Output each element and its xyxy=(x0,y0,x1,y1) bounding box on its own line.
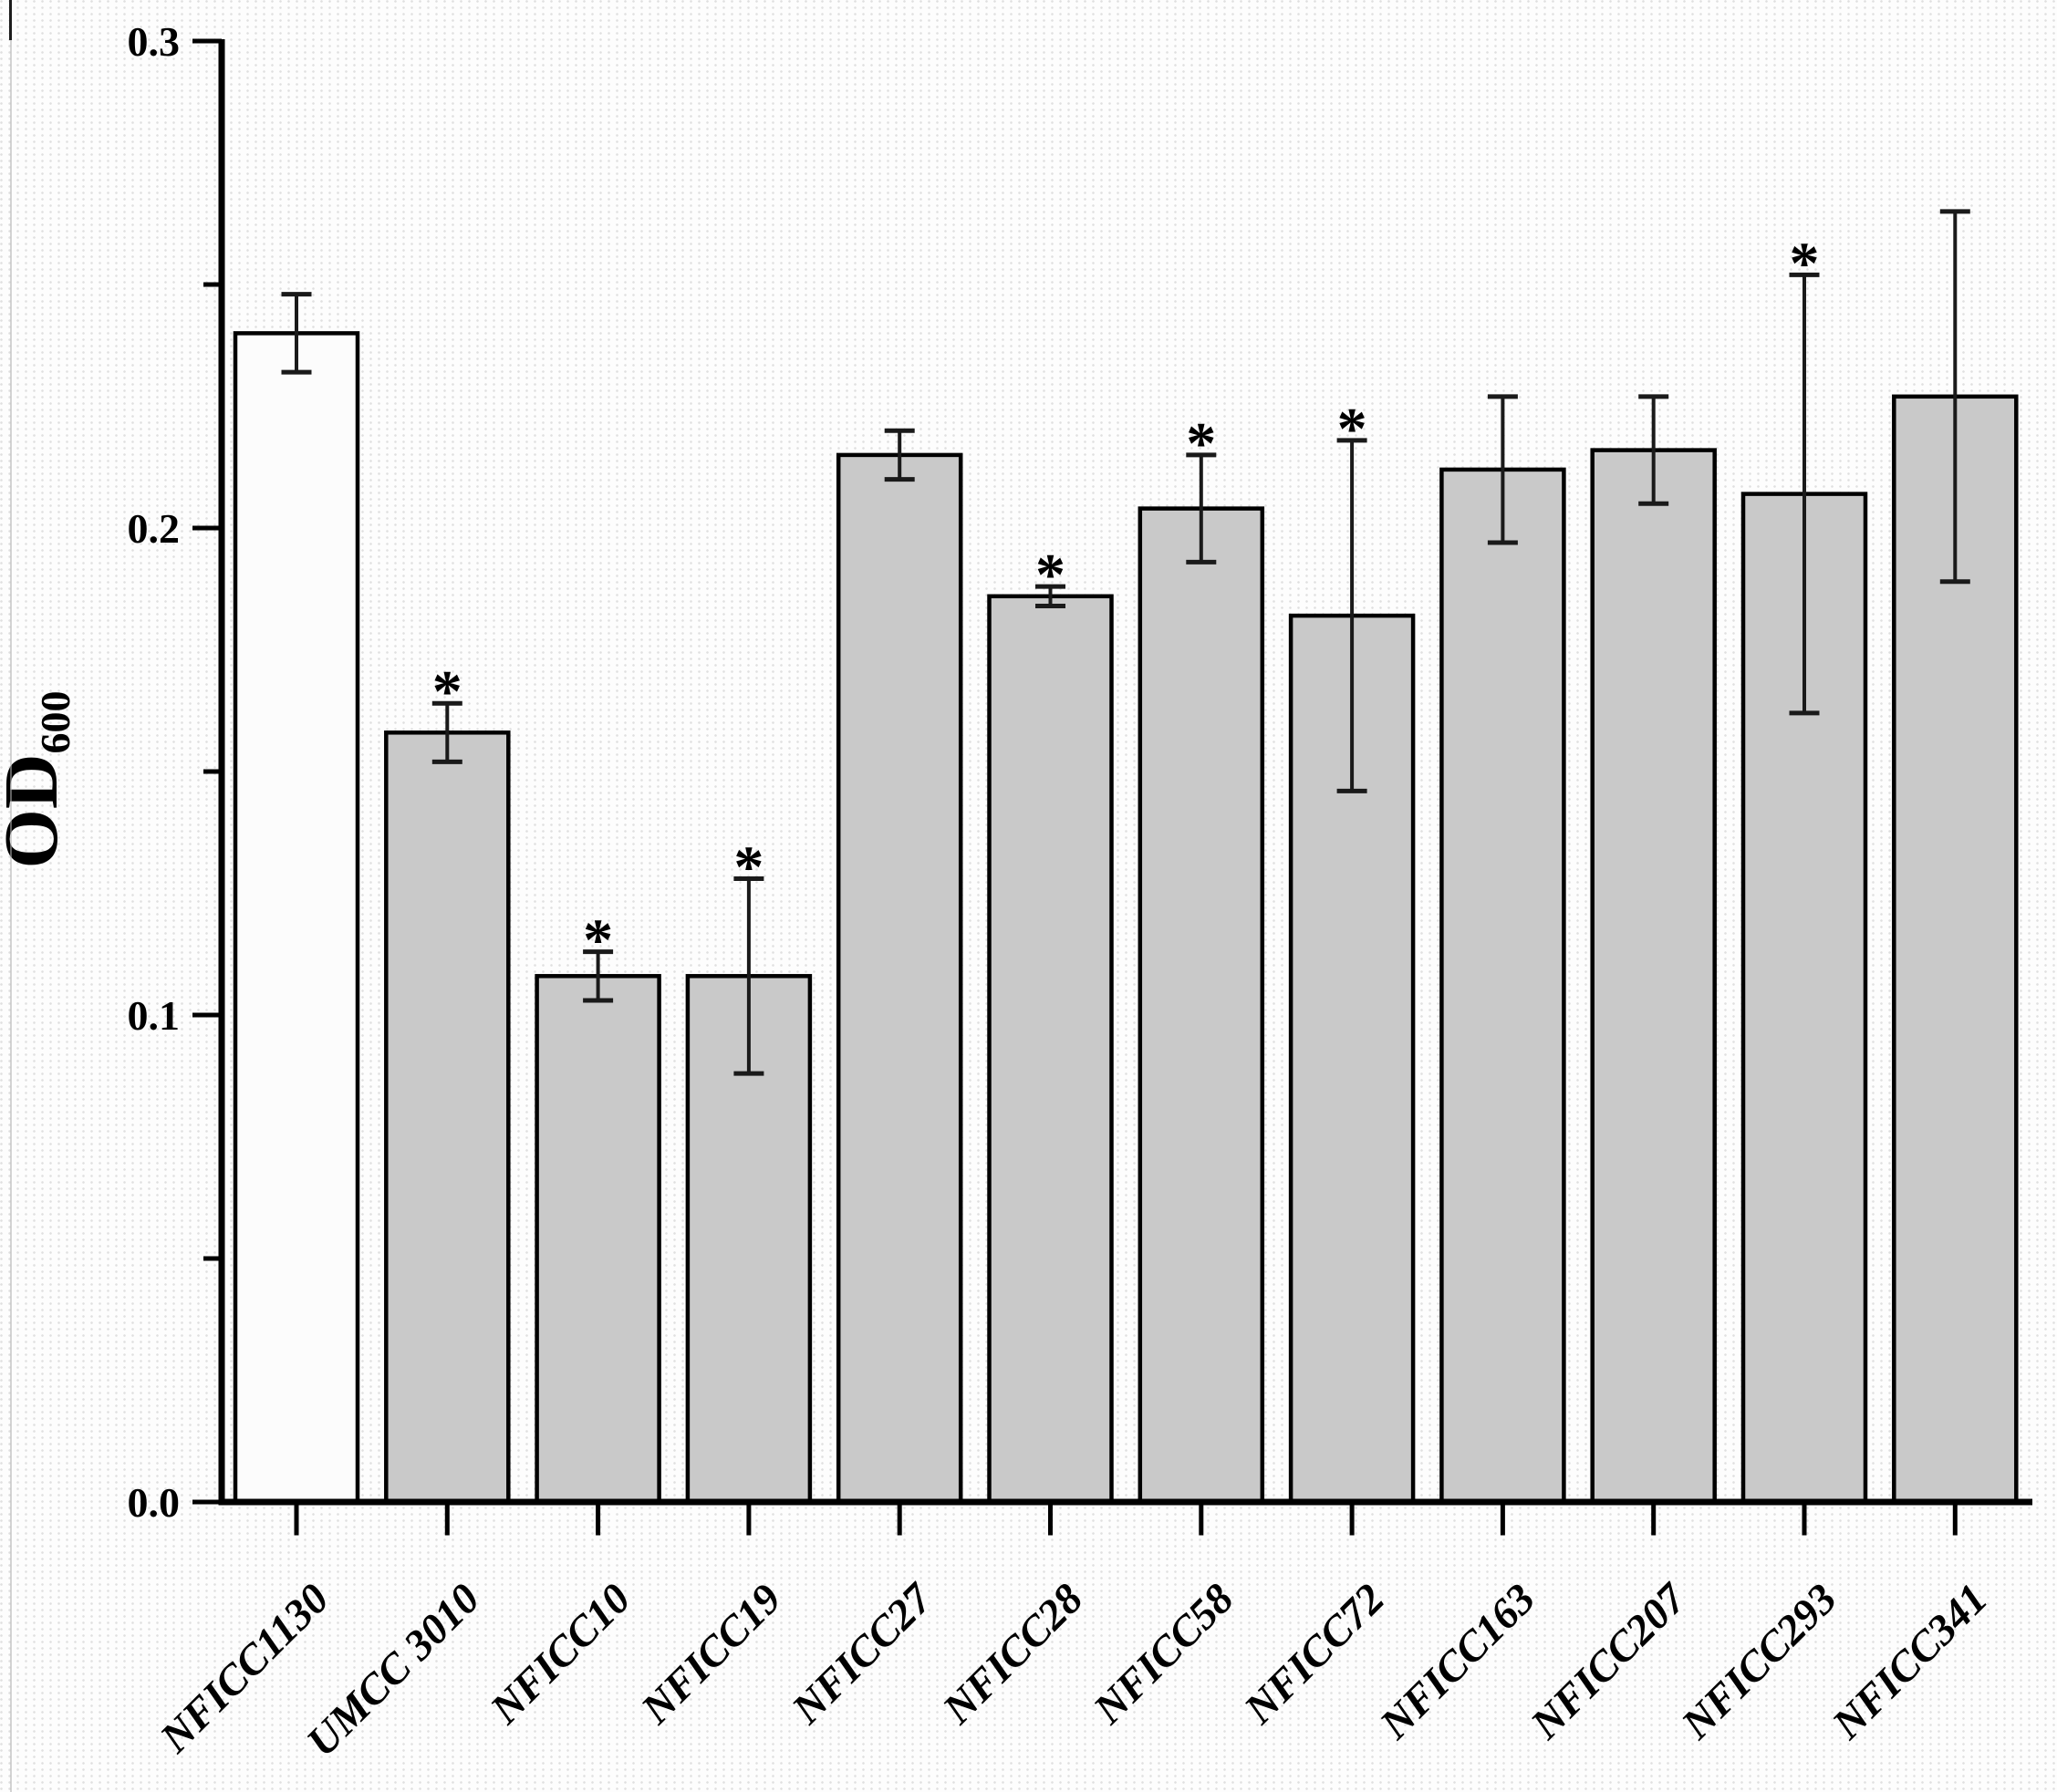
x-category-label-NFICC207: NFICC207 xyxy=(1522,1573,1698,1749)
x-category-label-NFICC10: NFICC10 xyxy=(481,1575,639,1734)
x-category-label-NFICC163: NFICC163 xyxy=(1370,1575,1544,1749)
bar-NFICC163 xyxy=(1439,467,1566,1505)
significance-asterisk-NFICC19: * xyxy=(733,834,764,901)
x-category-label-NFICC341: NFICC341 xyxy=(1823,1575,1997,1749)
bar-NFICC341 xyxy=(1892,394,2019,1505)
scan-artifact-mark xyxy=(9,0,12,40)
y-tick-label-0.0: 0.0 xyxy=(128,1479,181,1526)
y-axis-title-subscript: 600 xyxy=(32,691,78,754)
bar-UMCC 3010 xyxy=(384,730,511,1505)
bar-NFICC27 xyxy=(836,452,963,1505)
bar-NFICC10 xyxy=(535,974,661,1505)
x-category-label-NFICC293: NFICC293 xyxy=(1672,1575,1846,1749)
y-tick-label-0.1: 0.1 xyxy=(128,992,181,1039)
significance-asterisk-NFICC293: * xyxy=(1790,230,1820,296)
x-category-label-NFICC19: NFICC19 xyxy=(632,1575,791,1734)
significance-asterisk-NFICC28: * xyxy=(1035,542,1065,608)
x-category-label-NFICC28: NFICC28 xyxy=(933,1575,1092,1734)
scan-artifact-line xyxy=(10,0,12,1792)
y-axis-title-main: OD xyxy=(0,754,74,869)
x-category-label-NFICC72: NFICC72 xyxy=(1235,1575,1394,1734)
y-tick-label-0.2: 0.2 xyxy=(128,505,181,552)
y-tick-label-0.3: 0.3 xyxy=(128,18,181,65)
significance-asterisk-NFICC72: * xyxy=(1337,396,1367,462)
bar-NFICC1130 xyxy=(233,331,360,1505)
significance-asterisk-NFICC10: * xyxy=(583,907,613,974)
bar-NFICC28 xyxy=(987,594,1114,1505)
significance-asterisk-UMCC 3010: * xyxy=(432,658,462,725)
significance-asterisk-NFICC58: * xyxy=(1186,410,1216,477)
x-category-label-NFICC58: NFICC58 xyxy=(1084,1575,1242,1734)
bar-NFICC58 xyxy=(1138,506,1265,1505)
bar-NFICC207 xyxy=(1590,448,1717,1505)
y-axis-title: OD600 xyxy=(0,691,78,869)
x-category-label-NFICC27: NFICC27 xyxy=(783,1573,943,1734)
